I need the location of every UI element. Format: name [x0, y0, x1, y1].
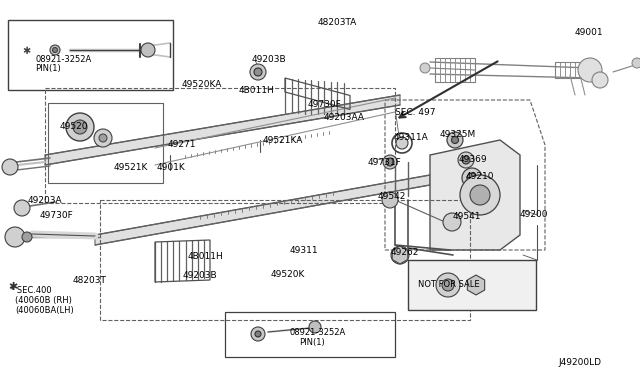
Text: 49369: 49369	[459, 155, 488, 164]
Circle shape	[50, 45, 60, 55]
Circle shape	[22, 232, 32, 242]
Circle shape	[382, 192, 398, 208]
Polygon shape	[45, 95, 400, 165]
Text: 49520: 49520	[60, 122, 88, 131]
Text: (40060B (RH): (40060B (RH)	[15, 296, 72, 305]
Text: 49325M: 49325M	[440, 130, 476, 139]
Text: 08921-3252A: 08921-3252A	[290, 328, 346, 337]
Text: 49203B: 49203B	[183, 271, 218, 280]
Circle shape	[254, 68, 262, 76]
Circle shape	[632, 58, 640, 68]
Circle shape	[383, 155, 397, 169]
Circle shape	[460, 175, 500, 215]
Circle shape	[52, 48, 58, 52]
Text: 49521K: 49521K	[114, 163, 148, 172]
Text: 49311: 49311	[290, 246, 319, 255]
Bar	[435, 58, 475, 82]
Text: 4B011H: 4B011H	[239, 86, 275, 95]
Circle shape	[436, 273, 460, 297]
Text: 49311A: 49311A	[394, 133, 429, 142]
Text: (40060BA(LH): (40060BA(LH)	[15, 306, 74, 315]
Circle shape	[442, 279, 454, 291]
Bar	[555, 62, 585, 78]
Text: NOT FOR SALE: NOT FOR SALE	[418, 280, 479, 289]
Circle shape	[420, 63, 430, 73]
Text: 49203AA: 49203AA	[324, 113, 365, 122]
Bar	[225, 312, 395, 357]
Circle shape	[578, 58, 602, 82]
Circle shape	[251, 327, 265, 341]
Circle shape	[462, 156, 470, 164]
Circle shape	[141, 43, 155, 57]
Circle shape	[2, 159, 18, 175]
Circle shape	[396, 137, 408, 149]
Circle shape	[250, 64, 266, 80]
Circle shape	[66, 113, 94, 141]
Text: 49271: 49271	[168, 140, 196, 149]
Circle shape	[73, 120, 87, 134]
Circle shape	[467, 173, 477, 183]
Circle shape	[592, 72, 608, 88]
Polygon shape	[430, 140, 520, 250]
Text: 4901K: 4901K	[157, 163, 186, 172]
Text: 49542: 49542	[378, 192, 406, 201]
Text: 49730F: 49730F	[40, 211, 74, 220]
Circle shape	[462, 168, 482, 188]
Bar	[100, 200, 470, 320]
Text: 4B011H: 4B011H	[188, 252, 224, 261]
Circle shape	[14, 200, 30, 216]
Text: ✱: ✱	[22, 46, 30, 56]
Circle shape	[5, 227, 25, 247]
Bar	[408, 260, 536, 310]
Circle shape	[458, 152, 474, 168]
Circle shape	[99, 134, 107, 142]
Bar	[8, 20, 173, 90]
Text: ✱: ✱	[8, 282, 17, 292]
Circle shape	[386, 158, 394, 166]
Text: 49203B: 49203B	[252, 55, 287, 64]
Circle shape	[451, 137, 458, 144]
Text: 49200: 49200	[520, 210, 548, 219]
Text: * SEC.400: * SEC.400	[10, 286, 52, 295]
Circle shape	[470, 185, 490, 205]
Circle shape	[447, 132, 463, 148]
Text: 49520K: 49520K	[271, 270, 305, 279]
Text: 49210: 49210	[466, 172, 495, 181]
Text: PIN(1): PIN(1)	[299, 338, 324, 347]
Bar	[48, 103, 163, 183]
Text: 49730F: 49730F	[308, 100, 342, 109]
Circle shape	[255, 331, 261, 337]
Text: 49203A: 49203A	[28, 196, 63, 205]
Text: 48203T: 48203T	[73, 276, 107, 285]
Circle shape	[309, 321, 321, 333]
Text: 49521KA: 49521KA	[263, 136, 303, 145]
Text: 49541: 49541	[453, 212, 481, 221]
Text: 49731F: 49731F	[368, 158, 402, 167]
Circle shape	[443, 213, 461, 231]
Text: 08921-3252A: 08921-3252A	[35, 55, 92, 64]
Text: 48203TA: 48203TA	[318, 18, 357, 27]
Bar	[45, 88, 395, 203]
Text: J49200LD: J49200LD	[558, 358, 601, 367]
Polygon shape	[95, 175, 430, 245]
Circle shape	[391, 246, 409, 264]
Text: 49001: 49001	[575, 28, 604, 37]
Text: 49262: 49262	[391, 248, 419, 257]
Text: SEC. 497: SEC. 497	[395, 108, 435, 117]
Text: 49520KA: 49520KA	[182, 80, 222, 89]
Text: PIN(1): PIN(1)	[35, 64, 61, 73]
Circle shape	[94, 129, 112, 147]
